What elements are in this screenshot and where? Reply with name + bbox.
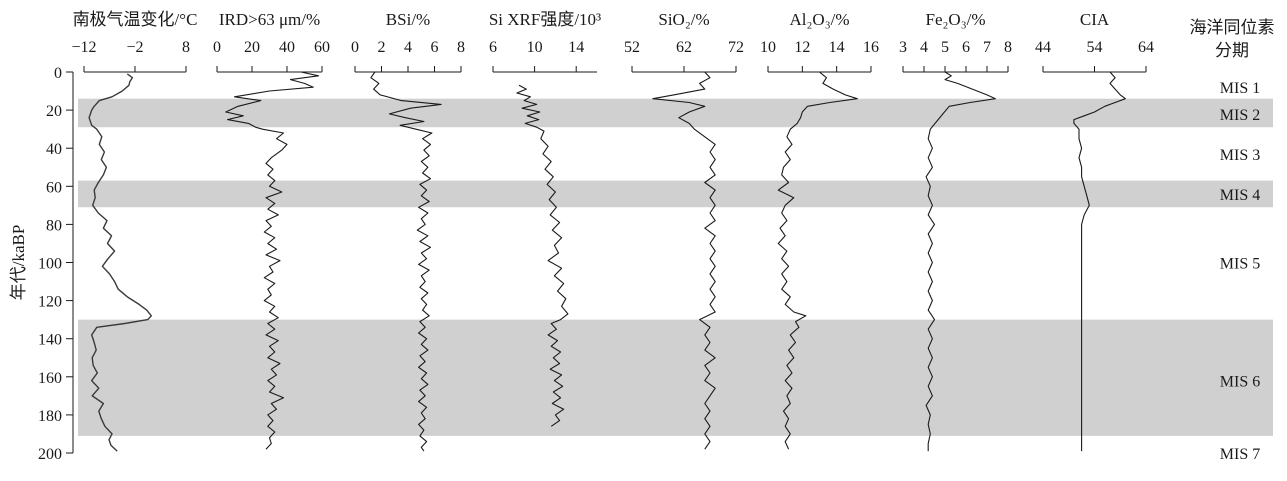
panel-title-8: CIA (1080, 10, 1110, 29)
age-tick-label: 160 (38, 370, 62, 387)
age-tick-label: 140 (38, 332, 62, 349)
panel-tick-label: 60 (314, 39, 330, 56)
proxy-traces (88, 71, 1126, 452)
panel-tick-label: 14 (568, 39, 584, 56)
panel-tick-label: −2 (126, 39, 143, 56)
panel-tick-label: 10 (760, 39, 776, 56)
stage-label-5: MIS 5 (1220, 256, 1260, 273)
panel-tick-label: 4 (404, 39, 412, 56)
panel-tick-label: 4 (920, 39, 928, 56)
age-tick-label: 180 (38, 408, 62, 425)
panel-tick-label: 8 (182, 39, 190, 56)
panel-tick-label: 64 (1138, 39, 1154, 56)
age-tick-label: 0 (54, 65, 62, 82)
stage-label-2: MIS 2 (1220, 107, 1260, 124)
panel-tick-label: 0 (351, 39, 359, 56)
stage-band-6 (78, 319, 1273, 436)
stage-band-4 (78, 180, 1273, 208)
panel-tick-label: 54 (1087, 39, 1103, 56)
panel-tick-label: 5 (941, 39, 949, 56)
panel-series-7 (925, 71, 996, 452)
panel-tick-label: 7 (983, 39, 991, 56)
panel-series-2 (225, 71, 320, 450)
age-tick-label: 40 (46, 141, 62, 158)
panel-tick-label: 6 (962, 39, 970, 56)
panel-title-5: SiO₂/% (658, 10, 709, 29)
age-tick-label: 60 (46, 179, 62, 196)
panel-series-4 (516, 84, 569, 427)
panel-tick-label: 2 (378, 39, 386, 56)
panel-title-6: Al₂O₃/% (789, 10, 849, 29)
panel-tick-label: 62 (676, 39, 692, 56)
stage-label-4: MIS 4 (1220, 187, 1260, 204)
panel-series-6 (777, 71, 858, 450)
panel-tick-label: 14 (829, 39, 845, 56)
stage-label-3: MIS 3 (1220, 147, 1260, 164)
panel-title-3: BSi/% (386, 10, 430, 29)
panel-tick-label: 6 (489, 39, 497, 56)
age-tick-label: 20 (46, 103, 62, 120)
panel-tick-label: −12 (71, 39, 96, 56)
panel-tick-label: 8 (457, 39, 465, 56)
panel-tick-label: 52 (624, 39, 640, 56)
age-tick-label: 80 (46, 217, 62, 234)
stage-header-line1: 海洋同位素 (1190, 18, 1275, 37)
age-tick-label: 200 (38, 446, 62, 463)
panel-tick-label: 8 (1004, 39, 1012, 56)
stage-header-line2: 分期 (1215, 41, 1249, 60)
stage-label-1: MIS 1 (1220, 80, 1260, 97)
panel-series-3 (370, 71, 442, 452)
panel-tick-label: 20 (244, 39, 260, 56)
stage-bands (78, 98, 1273, 436)
stage-band-2 (78, 98, 1273, 128)
labels-layer: 020406080100120140160180200年代/kaBP南极气温变化… (9, 10, 1275, 463)
panel-title-7: Fe₂O₃/% (925, 10, 985, 29)
panel-title-1: 南极气温变化/°C (73, 10, 198, 29)
panel-title-4: Si XRF强度/10³ (489, 10, 601, 29)
panel-tick-label: 44 (1035, 39, 1051, 56)
stage-label-7: MIS 7 (1220, 446, 1260, 463)
age-tick-label: 120 (38, 294, 62, 311)
panel-series-8 (1073, 71, 1126, 452)
panel-tick-label: 3 (899, 39, 907, 56)
panel-tick-label: 0 (213, 39, 221, 56)
panel-series-5 (652, 71, 716, 450)
panel-tick-label: 10 (527, 39, 543, 56)
panel-series-1 (88, 73, 152, 452)
panel-tick-label: 72 (728, 39, 744, 56)
axes-layer (66, 66, 1147, 454)
panel-tick-label: 40 (279, 39, 295, 56)
age-axis-label: 年代/kaBP (9, 225, 28, 301)
panel-tick-label: 12 (794, 39, 810, 56)
stage-label-6: MIS 6 (1220, 374, 1260, 391)
age-tick-label: 100 (38, 256, 62, 273)
panel-title-2: IRD>63 μm/% (219, 10, 320, 29)
panel-tick-label: 16 (863, 39, 879, 56)
panel-tick-label: 6 (431, 39, 439, 56)
